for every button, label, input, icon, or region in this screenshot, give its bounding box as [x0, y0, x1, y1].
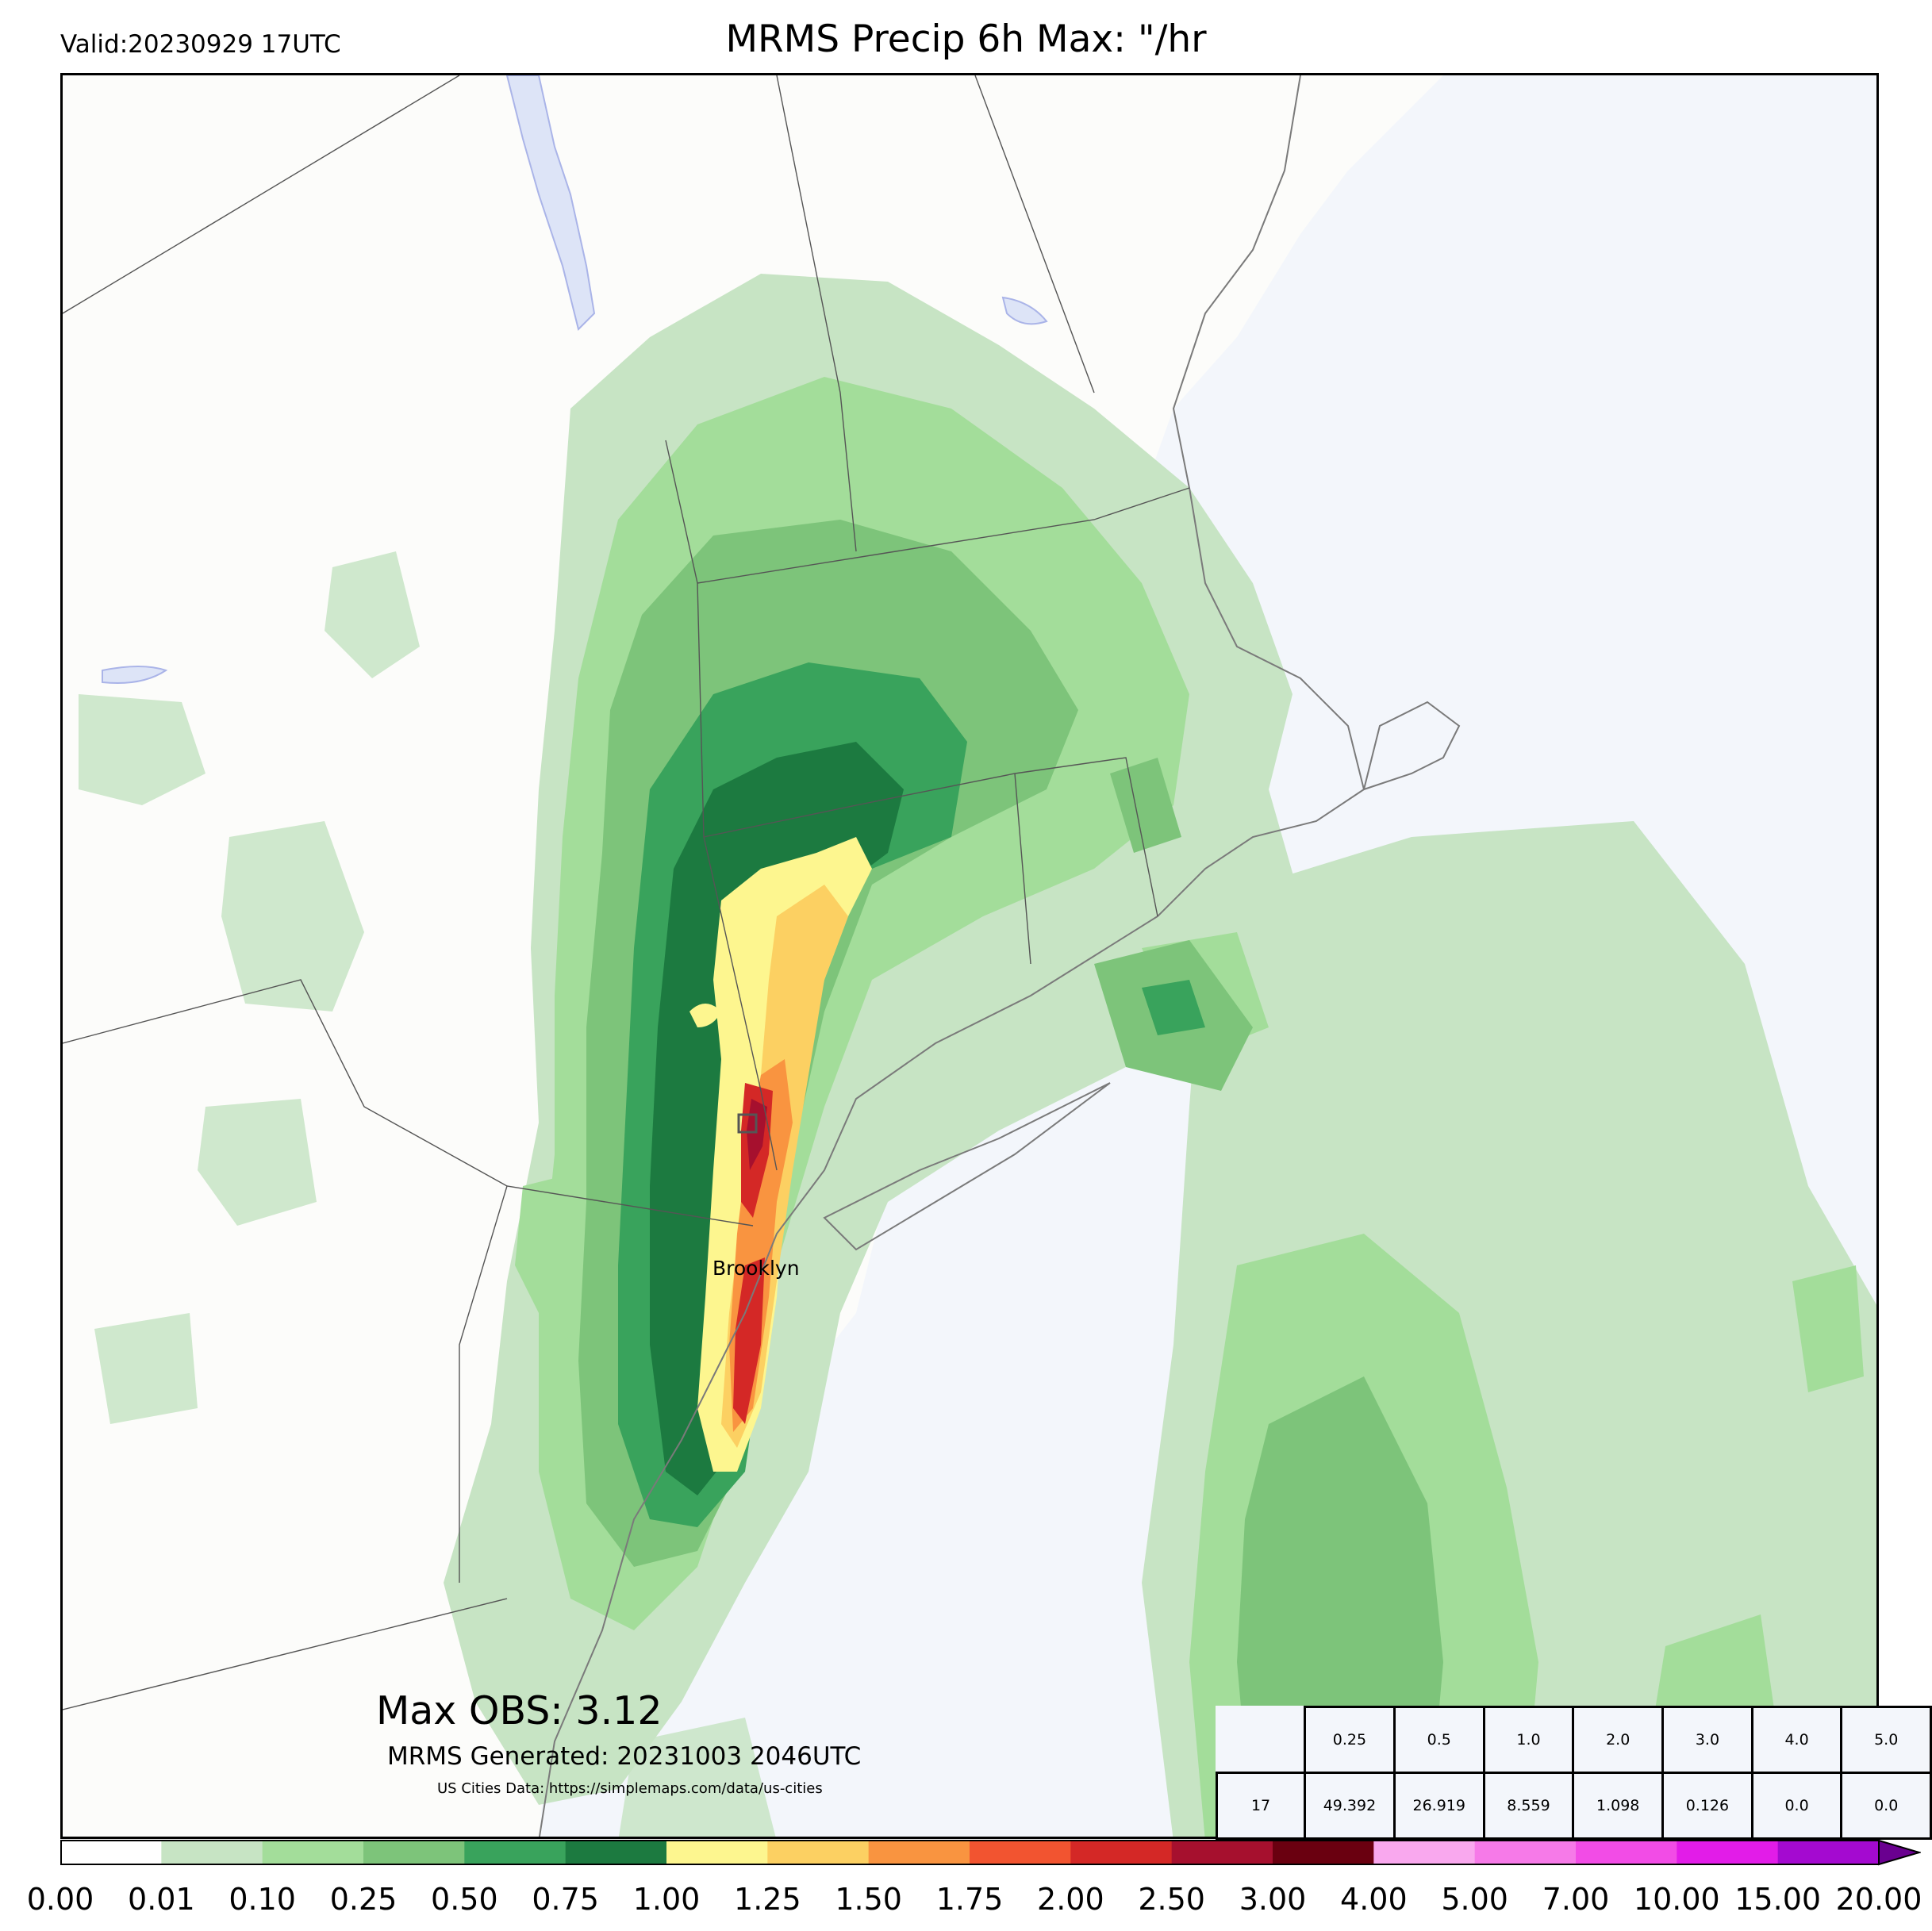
table-corner	[1217, 1707, 1305, 1773]
value-cell: 0.126	[1661, 1772, 1753, 1840]
colorbar-cell	[970, 1841, 1071, 1864]
colorbar-cell	[464, 1841, 567, 1864]
colorbar-tick-label: 5.00	[1441, 1882, 1508, 1917]
precip-250	[747, 1099, 767, 1170]
colorbar-cell	[1677, 1841, 1779, 1864]
colorbar-cell	[1777, 1841, 1880, 1864]
value-cell: 1.098	[1572, 1772, 1665, 1840]
value-cell: 49.392	[1304, 1772, 1396, 1840]
lake	[505, 75, 596, 331]
colorbar-tick-label: 3.00	[1239, 1882, 1307, 1917]
state-borders	[63, 75, 1190, 1710]
coastline	[538, 75, 1365, 1837]
colorbar-cell	[60, 1841, 162, 1864]
colorbar-tick-label: 0.25	[329, 1882, 398, 1917]
max-obs-marker	[737, 1113, 758, 1134]
long-island	[823, 1082, 1111, 1251]
colorbar-cell	[363, 1841, 465, 1864]
colorbar-tick-label: 0.00	[26, 1882, 94, 1917]
map-title: MRMS Precip 6h Max: "/hr	[725, 17, 1207, 61]
threshold-cell: 2.0	[1572, 1706, 1665, 1774]
threshold-cell: 0.5	[1392, 1706, 1485, 1774]
generated-label: MRMS Generated: 20231003 2046UTC	[387, 1742, 862, 1771]
colorbar-cell	[1171, 1841, 1273, 1864]
colorbar-tick-label: 2.00	[1037, 1882, 1104, 1917]
stats-table: 0.25 0.5 1.0 2.0 3.0 4.0 5.0 17 49.392 2…	[1215, 1706, 1932, 1840]
lake	[1001, 296, 1048, 325]
colorbar-cell	[1070, 1841, 1173, 1864]
colorbar-cell	[262, 1841, 364, 1864]
colorbar-tick-label: 1.50	[835, 1882, 902, 1917]
colorbar	[60, 1839, 1921, 1866]
colorbar-tick-label: 1.25	[734, 1882, 801, 1917]
colorbar-tick-label: 7.00	[1542, 1882, 1610, 1917]
colorbar-tick-label: 1.75	[935, 1882, 1004, 1917]
threshold-cell: 3.0	[1661, 1706, 1753, 1774]
colorbar-cell	[161, 1841, 263, 1864]
colorbar-cell	[1273, 1841, 1374, 1864]
colorbar-tick-label: 0.50	[431, 1882, 498, 1917]
value-cell: 26.919	[1392, 1772, 1485, 1840]
city-label-brooklyn: Brooklyn	[712, 1257, 800, 1280]
value-cell: 8.559	[1482, 1772, 1575, 1840]
map-panel	[60, 73, 1879, 1839]
value-cell: 0.0	[1750, 1772, 1843, 1840]
value-cell: 0.0	[1840, 1772, 1932, 1840]
colorbar-cell	[767, 1841, 870, 1864]
colorbar-cell	[666, 1841, 768, 1864]
colorbar-tick-label: 4.00	[1340, 1882, 1408, 1917]
colorbar-cell	[1373, 1841, 1476, 1864]
colorbar-tick-label: 0.01	[128, 1882, 195, 1917]
value-row: 17 49.392 26.919 8.559 1.098 0.126 0.0 0…	[1215, 1772, 1932, 1840]
colorbar-cell	[868, 1841, 970, 1864]
colorbar-extend-arrow	[1878, 1839, 1921, 1866]
precip-map	[63, 75, 1876, 1837]
row-label: 17	[1215, 1772, 1307, 1840]
valid-time: Valid:20230929 17UTC	[60, 30, 341, 59]
threshold-cell: 4.0	[1750, 1706, 1843, 1774]
threshold-cell: 5.0	[1840, 1706, 1932, 1774]
lake	[102, 666, 168, 684]
max-obs-label: Max OBS: 3.12	[376, 1688, 663, 1733]
threshold-row: 0.25 0.5 1.0 2.0 3.0 4.0 5.0	[1217, 1706, 1932, 1774]
cities-source-label: US Cities Data: https://simplemaps.com/d…	[437, 1780, 823, 1797]
colorbar-tick-label: 20.00	[1835, 1882, 1922, 1917]
colorbar-tick-label: 0.75	[532, 1882, 599, 1917]
colorbar-cell	[1576, 1841, 1677, 1864]
colorbar-tick-label: 10.00	[1633, 1882, 1720, 1917]
threshold-cell: 0.25	[1304, 1706, 1396, 1774]
threshold-cell: 1.0	[1482, 1706, 1575, 1774]
colorbar-tick-label: 1.00	[632, 1882, 701, 1917]
colorbar-cell	[565, 1841, 667, 1864]
colorbar-cell	[1474, 1841, 1577, 1864]
colorbar-tick-label: 15.00	[1734, 1882, 1822, 1917]
colorbar-tick-label: 2.50	[1138, 1882, 1205, 1917]
colorbar-tick-label: 0.10	[229, 1882, 296, 1917]
cape-cod	[1362, 701, 1461, 791]
